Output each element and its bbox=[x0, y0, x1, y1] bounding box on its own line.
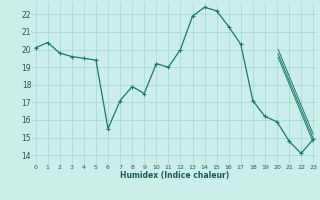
X-axis label: Humidex (Indice chaleur): Humidex (Indice chaleur) bbox=[120, 171, 229, 180]
